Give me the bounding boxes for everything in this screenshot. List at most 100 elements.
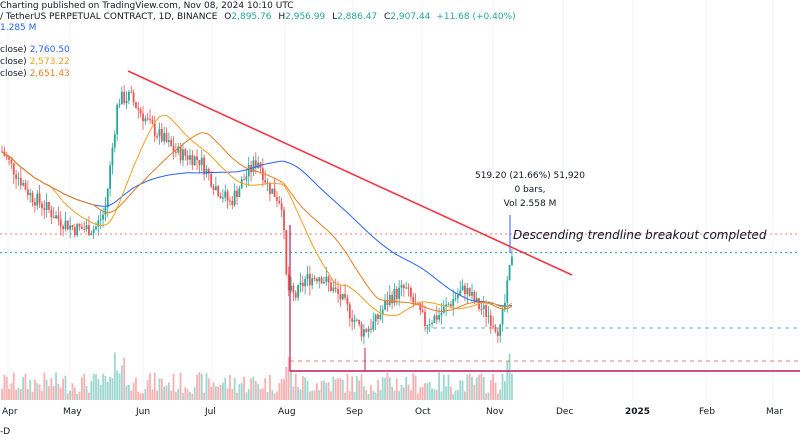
candle-body: [367, 328, 370, 332]
volume-bar: [10, 383, 13, 400]
volume-bar: [400, 384, 403, 400]
volume-bar: [95, 374, 97, 400]
close-label: C: [384, 12, 391, 22]
volume-bar: [5, 376, 8, 400]
volume-bar: [123, 357, 126, 400]
volume-bar: [287, 357, 290, 400]
candle-body: [48, 201, 50, 210]
candle-body: [106, 188, 109, 208]
candle-body: [320, 277, 323, 284]
volume-bar: [73, 387, 76, 400]
candle-body: [308, 273, 311, 286]
candle-body: [5, 155, 8, 158]
candle-body: [283, 209, 285, 231]
candle-body: [499, 324, 502, 336]
volume-bar: [81, 377, 83, 400]
x-tick-oct: Oct: [415, 407, 431, 417]
volume-bar: [24, 373, 27, 400]
volume-bar: [264, 378, 267, 400]
candle-body: [431, 322, 433, 325]
candle-body: [55, 215, 57, 219]
candle-body: [8, 157, 10, 160]
candle-body: [355, 319, 358, 321]
ma-value: 2,651.43: [29, 69, 70, 79]
ma-value: 2,760.50: [29, 45, 70, 55]
candle-body: [153, 123, 156, 137]
candle-body: [402, 285, 405, 289]
breakout-annotation: Descending trendline breakout completed: [513, 228, 767, 242]
volume-bar: [207, 378, 210, 400]
volume-bar: [247, 388, 250, 400]
volume-bar: [170, 390, 173, 400]
candle-body: [205, 169, 208, 175]
candle-body: [83, 228, 86, 230]
candle-body: [269, 182, 271, 194]
candle-body: [170, 140, 173, 146]
volume-bar: [388, 377, 391, 400]
candle-body: [29, 192, 32, 196]
volume-bar: [31, 392, 34, 400]
volume-bar: [428, 382, 431, 400]
candle-body: [252, 160, 255, 173]
volume-bar: [381, 377, 384, 400]
volume-bar: [419, 387, 422, 400]
candle-body: [494, 326, 497, 332]
candle-body: [496, 331, 499, 336]
volume-bar: [367, 393, 370, 400]
high-label: H: [278, 12, 286, 22]
volume-bar: [466, 374, 469, 400]
published-line: Charting published on TradingView.com, N…: [0, 1, 294, 11]
volume-bar: [421, 387, 424, 400]
candle-body: [266, 182, 269, 184]
volume-bar: [412, 373, 415, 400]
published-text: Charting published on TradingView.com, N…: [0, 1, 294, 11]
volume-bar: [26, 388, 29, 400]
volume-bar: [407, 384, 410, 400]
candle-body: [440, 312, 443, 316]
volume-bar: [125, 385, 128, 400]
candle-body: [330, 282, 332, 292]
candle-body: [59, 219, 62, 227]
volume-bar: [334, 379, 337, 400]
candle-body: [438, 315, 440, 320]
volume-bar: [374, 392, 377, 400]
volume-bar: [311, 390, 314, 400]
candle-body: [292, 285, 295, 293]
candle-body: [57, 215, 60, 220]
volume-bar: [55, 372, 57, 400]
candle-body: [85, 225, 88, 230]
candle-body: [442, 306, 445, 313]
volume-bar: [489, 380, 492, 400]
volume-bar: [149, 373, 151, 400]
candle-body: [62, 226, 64, 230]
candle-body: [482, 305, 485, 309]
volume-bar: [473, 384, 476, 400]
price-levels: [0, 215, 800, 372]
x-tick-mar: Mar: [766, 407, 783, 417]
volume-bar: [506, 361, 509, 400]
candle-body: [97, 220, 100, 227]
volume-bar: [90, 380, 93, 400]
volume-bar: [276, 391, 278, 400]
volume-bar: [236, 392, 238, 400]
candle-body: [116, 104, 119, 135]
candle-body: [10, 159, 13, 164]
volume-bar: [341, 379, 344, 400]
candle-body: [346, 297, 349, 305]
candle-body: [247, 165, 250, 177]
volume-bar: [36, 383, 39, 400]
volume-bar: [395, 378, 398, 400]
x-tick-jul: Jul: [205, 407, 216, 417]
volume-bar: [8, 388, 10, 400]
candle-body: [191, 155, 194, 166]
candle-body: [370, 328, 372, 330]
candle-body: [348, 304, 351, 319]
volume-bar: [320, 381, 323, 400]
candle-body: [395, 289, 398, 299]
volume-bar: [57, 383, 60, 400]
candle-body: [419, 303, 422, 311]
volume-bar: [92, 374, 95, 400]
volume-bar: [135, 377, 137, 400]
candle-body: [88, 225, 90, 236]
